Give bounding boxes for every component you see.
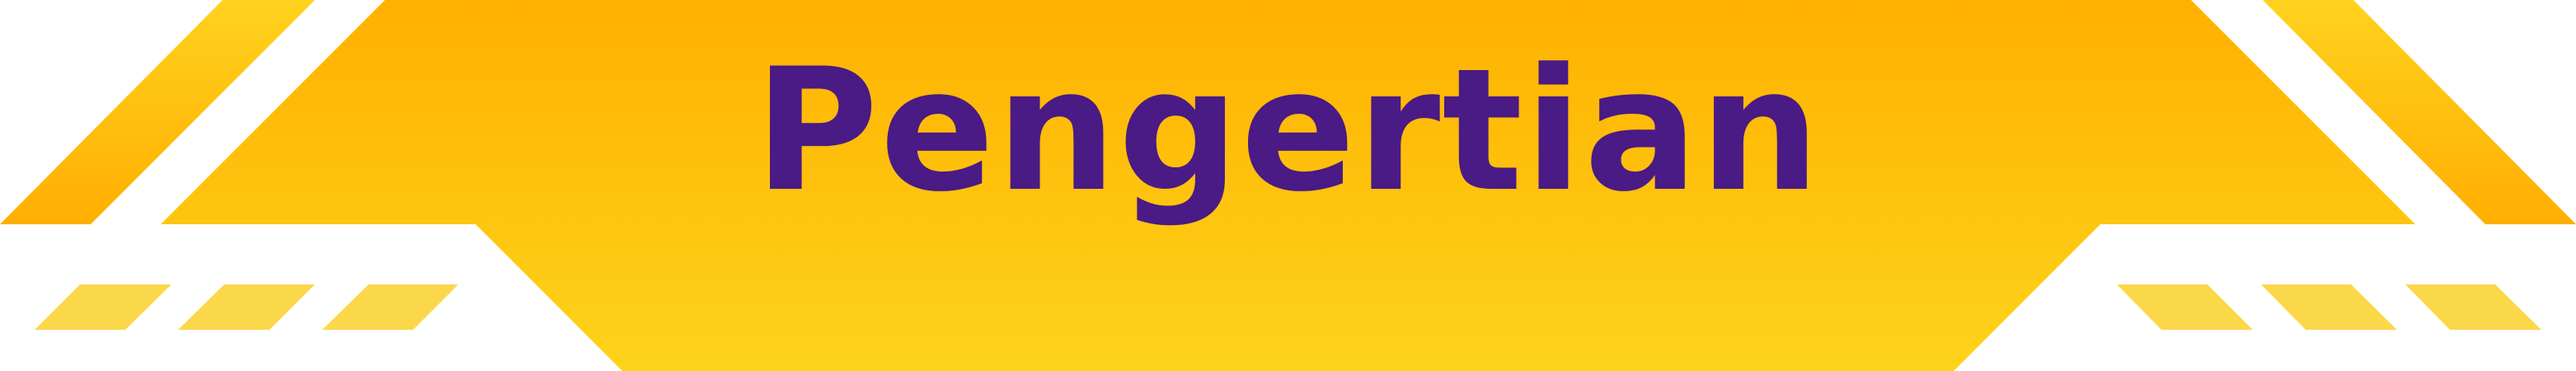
left-stripe-1 bbox=[35, 284, 171, 330]
right-stripe-3 bbox=[2405, 284, 2541, 330]
left-stripe-3 bbox=[322, 284, 458, 330]
right-stripe-1 bbox=[2117, 284, 2253, 330]
left-stripe-2 bbox=[178, 284, 315, 330]
title-panel bbox=[161, 0, 2415, 371]
left-corner-shape bbox=[0, 0, 315, 224]
right-corner-shape bbox=[2263, 0, 2576, 224]
right-stripe-2 bbox=[2261, 284, 2397, 330]
banner-title: Pengertian bbox=[754, 32, 1822, 229]
